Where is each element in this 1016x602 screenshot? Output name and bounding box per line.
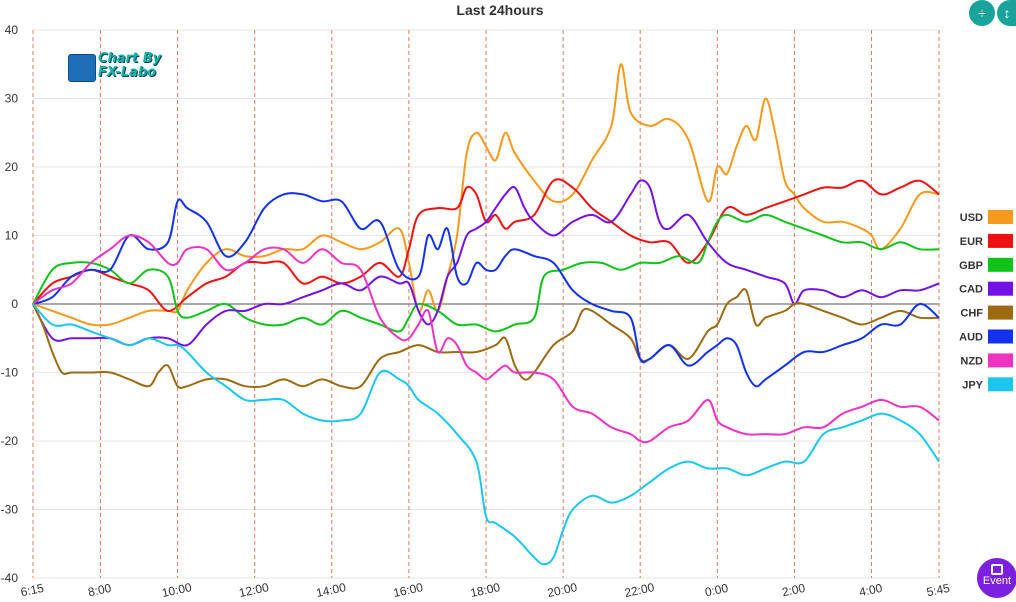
y-tick-label: 0 [11, 297, 18, 311]
chart-magnifier-icon [68, 54, 96, 82]
legend-item-usd[interactable]: USD [960, 210, 1013, 224]
series-line-aud [32, 192, 940, 388]
legend-label: CHF [960, 308, 983, 320]
legend-swatch [988, 281, 1013, 296]
expand-button[interactable]: ↕ [997, 0, 1016, 26]
series-line-nzd [32, 234, 940, 444]
legend-label: CAD [959, 284, 983, 296]
legend-swatch [988, 233, 1013, 248]
series-line-chf [32, 288, 940, 390]
x-tick-label: 12:00 [238, 580, 271, 600]
x-tick-label: 4:00 [858, 581, 884, 600]
legend-swatch [988, 305, 1013, 320]
legend-item-cad[interactable]: CAD [959, 281, 1013, 296]
fx-labo-logo: Chart By FX-Labo [68, 52, 178, 82]
legend-swatch [988, 353, 1013, 368]
x-axis: 6:15 8:00 10:00 12:00 14:00 16:00 18:00 20:00 22… [19, 580, 951, 600]
y-tick-label: -30 [1, 503, 19, 517]
legend-swatch [988, 257, 1013, 272]
event-button-label: Event [982, 575, 1012, 587]
event-button[interactable]: Event [977, 558, 1016, 598]
legend-item-chf[interactable]: CHF [960, 305, 1013, 320]
calendar-icon [991, 564, 1003, 575]
x-tick-label: 20:00 [546, 580, 579, 600]
y-tick-label: 20 [5, 160, 19, 174]
logo-line-2: FX-Labo [98, 65, 157, 80]
series-line-eur [32, 178, 940, 312]
legend-label: AUD [959, 332, 983, 344]
x-tick-label: 8:00 [87, 581, 113, 600]
x-tick-label: 10:00 [161, 580, 194, 600]
series-line-usd [32, 63, 940, 327]
legend-item-aud[interactable]: AUD [959, 329, 1013, 344]
x-tick-label: 18:00 [469, 580, 502, 600]
legend-swatch [988, 210, 1013, 224]
y-tick-label: -20 [1, 434, 19, 448]
expand-icon: ↕ [1003, 5, 1011, 21]
x-tick-label: 0:00 [704, 581, 730, 600]
legend-label: EUR [960, 236, 983, 248]
y-tick-label: -10 [1, 366, 19, 380]
x-tick-label: 14:00 [315, 580, 348, 600]
legend-item-eur[interactable]: EUR [960, 233, 1013, 248]
x-tick-label: 16:00 [392, 580, 425, 600]
legend-label: NZD [960, 355, 983, 367]
legend-label: JPY [962, 379, 983, 391]
collapse-icon: ÷ [978, 5, 986, 21]
chart-title: Last 24hours [456, 2, 544, 18]
series-lines [32, 63, 940, 566]
legend-item-jpy[interactable]: JPY [962, 377, 1013, 392]
legend: USD EUR GBP CAD CHF AUD NZD JPY [959, 210, 1013, 392]
legend-item-nzd[interactable]: NZD [960, 353, 1013, 368]
legend-swatch [988, 329, 1013, 344]
legend-item-gbp[interactable]: GBP [959, 257, 1013, 272]
x-tick-label: 2:00 [781, 581, 807, 600]
series-line-gbp [32, 213, 940, 333]
x-tick-label: 22:00 [623, 580, 656, 600]
y-tick-label: -40 [1, 571, 19, 585]
y-tick-label: 30 [5, 92, 19, 106]
y-tick-label: 10 [5, 229, 19, 243]
logo-line-1: Chart By [98, 51, 162, 66]
legend-label: GBP [959, 260, 983, 272]
series-line-jpy [32, 303, 940, 566]
legend-swatch [988, 377, 1013, 392]
x-tick-label: 6:15 [19, 581, 45, 600]
y-tick-label: 40 [5, 23, 19, 37]
y-axis: 40 30 20 10 0 -10 -20 -30 -40 [1, 23, 19, 585]
series-line-cad [32, 179, 940, 347]
legend-label: USD [960, 212, 983, 224]
collapse-button[interactable]: ÷ [969, 0, 995, 26]
x-tick-label: 5:45 [925, 581, 951, 600]
